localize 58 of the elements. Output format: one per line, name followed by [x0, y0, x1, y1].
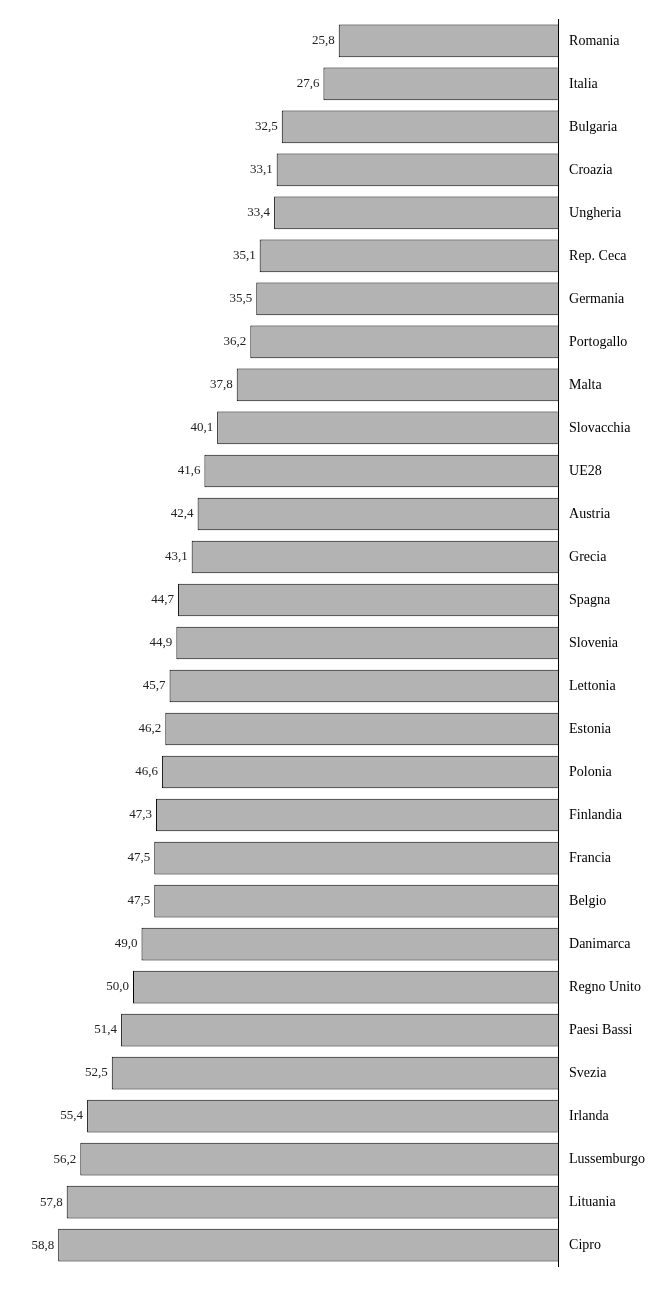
data-label: 47,5	[127, 849, 151, 865]
data-label: 47,3	[129, 806, 152, 822]
data-label: 37,8	[209, 376, 233, 392]
data-label: 33,1	[249, 161, 273, 177]
data-label: 44,7	[151, 591, 175, 607]
y-tick-label: Italia	[569, 75, 599, 91]
y-tick-label: Lituania	[569, 1193, 617, 1209]
data-label: 58,8	[31, 1236, 55, 1252]
data-label: 57,8	[39, 1193, 63, 1209]
y-tick-label: Romania	[569, 32, 621, 48]
y-tick-label: Rep. Ceca	[569, 247, 628, 263]
data-label: 42,4	[170, 505, 195, 521]
data-label: 49,0	[114, 935, 138, 951]
data-label: 46,2	[138, 720, 162, 736]
y-tick-label: Lettonia	[569, 677, 617, 693]
data-label: 56,2	[53, 1150, 77, 1166]
data-label: 35,5	[229, 290, 253, 306]
data-label: 27,6	[296, 75, 320, 91]
data-label: 45,7	[142, 677, 167, 693]
data-label: 40,1	[190, 419, 214, 435]
y-tick-label: Paesi Bassi	[569, 1021, 633, 1037]
y-tick-label: Polonia	[569, 763, 613, 779]
y-tick-label: Estonia	[569, 720, 612, 736]
y-tick-label: Slovacchia	[569, 419, 632, 435]
y-tick-label: Slovenia	[569, 634, 619, 650]
data-label: 33,4	[247, 204, 271, 220]
data-label: 43,1	[164, 548, 188, 564]
data-label: 51,4	[94, 1021, 118, 1037]
data-label: 44,9	[149, 634, 173, 650]
y-tick-label: Spagna	[569, 591, 612, 607]
y-tick-label: Bulgaria	[569, 118, 619, 134]
y-tick-label: Portogallo	[569, 333, 628, 349]
y-tick-label: Danimarca	[569, 935, 632, 951]
y-tick-label: Belgio	[569, 892, 607, 908]
y-tick-label: Germania	[569, 290, 626, 306]
y-tick-label: Croazia	[569, 161, 614, 177]
data-label: 32,5	[255, 118, 278, 134]
data-label: 35,1	[232, 247, 256, 263]
data-label: 36,2	[223, 333, 247, 349]
data-label: 55,4	[60, 1107, 84, 1123]
y-tick-label: Lussemburgo	[569, 1150, 646, 1166]
y-tick-label: Cipro	[569, 1236, 601, 1252]
y-tick-label: Ungheria	[569, 204, 622, 220]
y-tick-label: Finlandia	[569, 806, 623, 822]
y-tick-label: Austria	[569, 505, 612, 521]
data-label: 47,5	[127, 892, 151, 908]
data-label: 52,5	[85, 1064, 108, 1080]
data-label: 25,8	[311, 32, 335, 48]
data-label: 46,6	[135, 763, 159, 779]
y-tick-label: UE28	[569, 462, 602, 478]
y-tick-label: Grecia	[569, 548, 608, 564]
y-tick-label: Svezia	[569, 1064, 608, 1080]
y-tick-label: Malta	[569, 376, 603, 392]
y-tick-label: Regno Unito	[569, 978, 641, 994]
y-tick-label: Francia	[569, 849, 612, 865]
data-label: 41,6	[177, 462, 201, 478]
y-tick-label: Irlanda	[569, 1107, 610, 1123]
data-label: 50,0	[106, 978, 130, 994]
